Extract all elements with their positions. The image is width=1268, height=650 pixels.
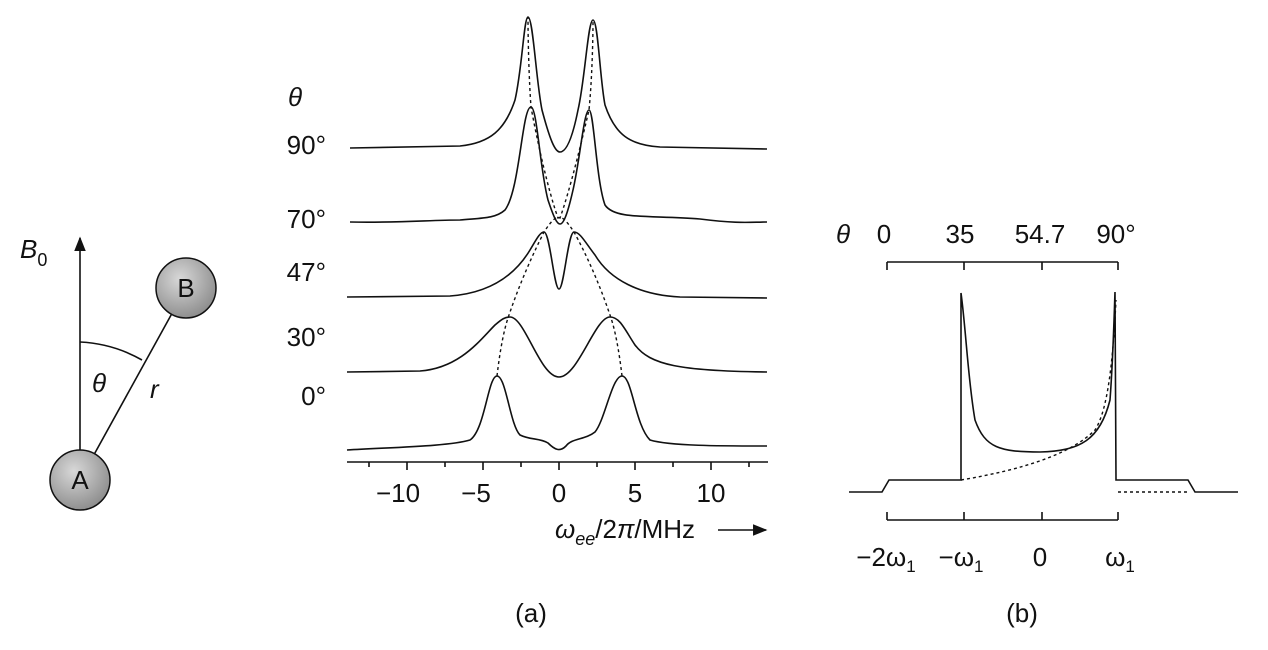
bottom-tick-label: −2ω1	[856, 542, 915, 576]
spectrum-0	[346, 375, 768, 451]
field-subscript: 0	[37, 250, 47, 270]
geometry: B0 B A θ r	[20, 234, 217, 511]
tick-main: ω	[1105, 542, 1125, 572]
spectrum-70	[349, 106, 768, 225]
angle-label: θ	[92, 368, 106, 398]
top-tick-label: 35	[946, 219, 975, 249]
spin-b-label: B	[177, 273, 194, 303]
x-tick-label: −5	[461, 478, 491, 508]
angle-arc	[79, 341, 143, 361]
tick-marks	[368, 462, 750, 470]
top-tick-label: 54.7	[1015, 219, 1066, 249]
theta-header: θ	[288, 82, 302, 112]
panel-b: θ 0 35 54.7 90° −2ω1 −ω1 0 ω1 (b)	[836, 219, 1238, 628]
spectrum-47	[346, 231, 768, 299]
top-tick-label: 0	[877, 219, 891, 249]
bottom-tick-label: ω1	[1105, 542, 1135, 576]
angle-label: 70°	[287, 204, 326, 234]
peak-trace	[496, 19, 594, 377]
top-tick-label: 90°	[1096, 219, 1135, 249]
angle-label: 47°	[287, 257, 326, 287]
x-label-text: /MHz	[634, 514, 695, 544]
tick-sub: 1	[906, 557, 915, 576]
angle-label: 30°	[287, 322, 326, 352]
bottom-axis	[886, 512, 1119, 521]
x-label-text: /2	[595, 514, 617, 544]
caption: (b)	[1006, 598, 1038, 628]
tick-sub: 1	[1125, 557, 1134, 576]
peak-trace	[527, 16, 623, 377]
caption: (a)	[515, 598, 547, 628]
tick-main: −ω	[939, 542, 974, 572]
x-ticks	[368, 462, 750, 470]
bottom-tick-label: −ω1	[939, 542, 984, 576]
spectrum-90	[349, 16, 768, 153]
x-axis-label: ωee/2π/MHz	[555, 514, 695, 549]
bottom-tick-label: 0	[1033, 542, 1047, 572]
tick-sub: 1	[974, 557, 983, 576]
bond-line	[79, 287, 187, 481]
powder-spectrum	[849, 291, 1238, 493]
top-axis	[886, 261, 1119, 270]
panel-a: θ 90° 70° 47° 30° 0° −10 −5 0 5 10 ωee/2…	[287, 16, 768, 628]
field-symbol: B	[20, 234, 37, 264]
distance-label: r	[150, 374, 160, 404]
tick-main: −2ω	[856, 542, 906, 572]
x-label-subscript: ee	[575, 529, 595, 549]
theta-label: θ	[836, 219, 850, 249]
x-tick-label: 10	[697, 478, 726, 508]
angle-label: 0°	[301, 381, 326, 411]
spectrum-30	[346, 316, 768, 378]
x-tick-label: 0	[552, 478, 566, 508]
spin-a-circle	[49, 449, 111, 511]
x-label-symbol: ω	[555, 514, 575, 544]
x-tick-label: −10	[376, 478, 420, 508]
spin-b-circle	[155, 257, 217, 319]
spin-a-label: A	[71, 465, 89, 495]
single-crystal-trace	[960, 299, 1117, 481]
x-tick-label: 5	[628, 478, 642, 508]
angle-label: 90°	[287, 130, 326, 160]
field-label: B0	[20, 234, 47, 270]
x-label-pi: π	[617, 514, 635, 544]
